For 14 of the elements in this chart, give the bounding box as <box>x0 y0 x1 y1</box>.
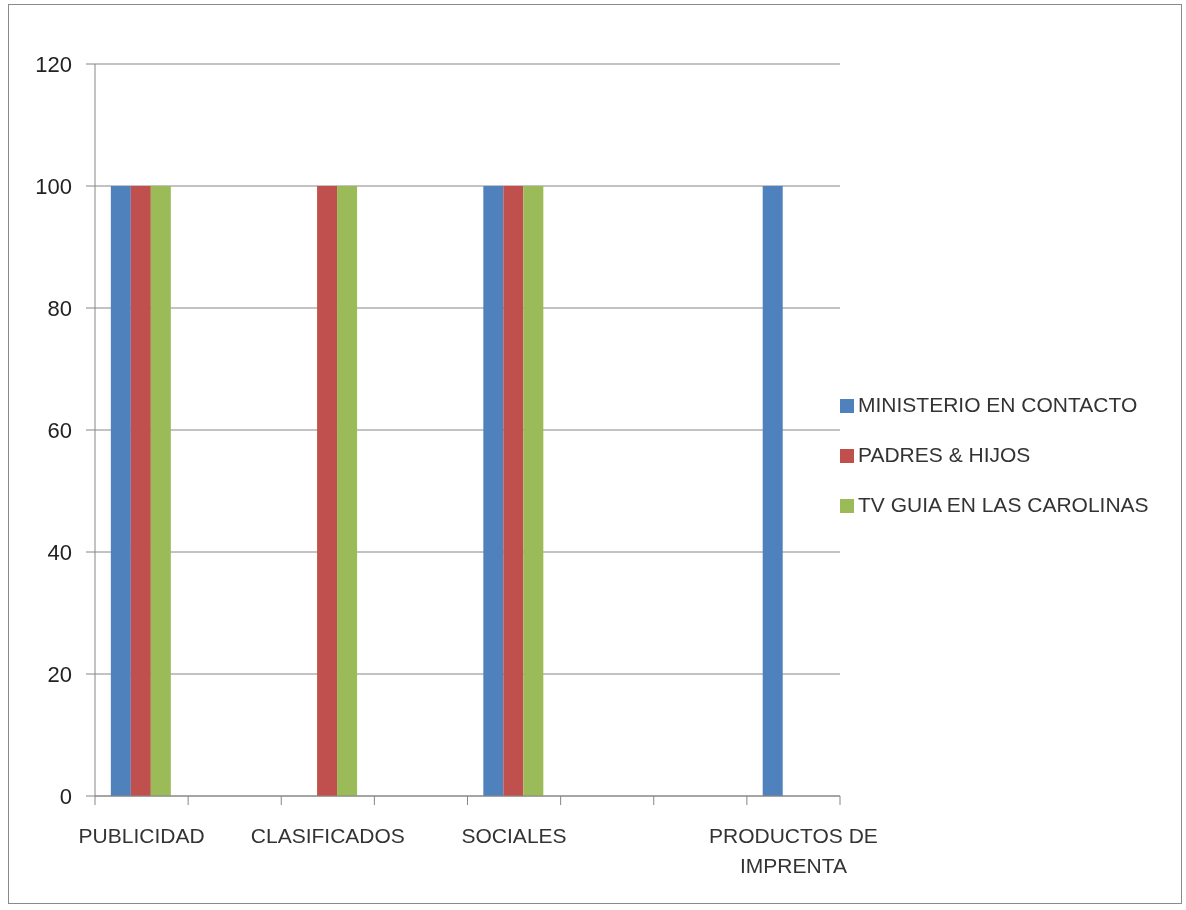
y-tick-label: 60 <box>47 417 72 443</box>
legend-label: MINISTERIO EN CONTACTO <box>858 393 1138 416</box>
x-tick-label: CLASIFICADOS <box>250 823 405 847</box>
legend-label: TV GUIA EN LAS CAROLINAS <box>858 493 1149 516</box>
y-tick-label: 20 <box>47 661 72 687</box>
y-tick-label: 100 <box>35 173 72 199</box>
x-tick-label: SOCIALES <box>461 823 567 847</box>
legend-label: PADRES & HIJOS <box>858 443 1031 466</box>
y-tick-label: 0 <box>59 783 72 809</box>
y-tick-label: 40 <box>47 539 72 565</box>
y-tick-label: 120 <box>35 51 72 77</box>
x-tick-label: PRODUCTOS DE IMPRENTA <box>709 823 878 877</box>
x-tick-label: PUBLICIDAD <box>78 823 205 847</box>
y-tick-label: 80 <box>47 295 72 321</box>
